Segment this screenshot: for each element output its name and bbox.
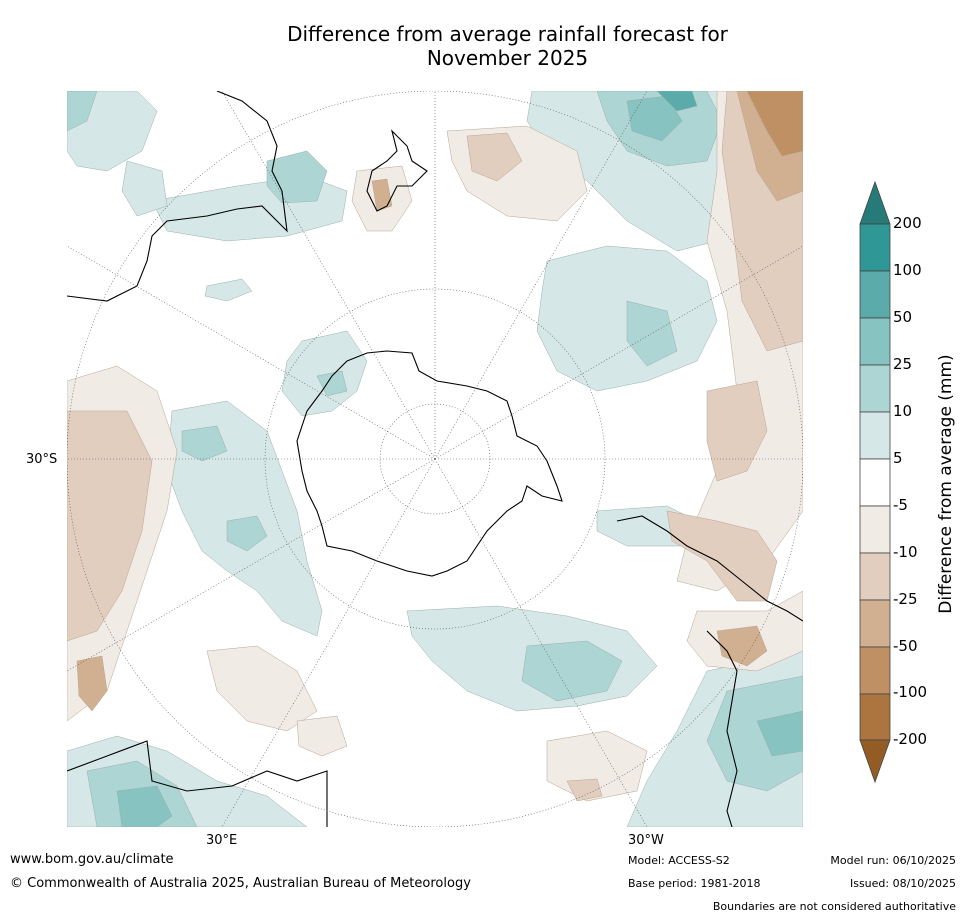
colorbar-band-m25-m50 <box>859 599 891 648</box>
colorbar-band-5-10 <box>859 411 891 460</box>
colorbar-band-100-200 <box>859 223 891 272</box>
colorbar-tick-label: 10 <box>893 402 913 420</box>
map-title-line2: November 2025 <box>426 46 589 70</box>
colorbar-band-m50-m100 <box>859 646 891 695</box>
colorbar-tick-label: 5 <box>893 449 903 467</box>
africa-coastline <box>67 740 328 827</box>
footer-copyright: © Commonwealth of Australia 2025, Austra… <box>10 876 471 891</box>
colorbar-top-arrow <box>859 180 891 225</box>
colorbar-band-m10-m25 <box>859 552 891 601</box>
colorbar-band-m5-m10 <box>859 505 891 554</box>
australia-coastline <box>67 91 288 302</box>
map-title-line1: Difference from average rainfall forecas… <box>287 22 728 46</box>
footer-url-link[interactable]: www.bom.gov.au/climate <box>10 852 174 867</box>
colorbar-band-m100-m200 <box>859 693 891 741</box>
footer-disclaimer: Boundaries are not considered authoritat… <box>712 900 956 913</box>
footer-model-run: Model run: 06/10/2025 <box>830 854 956 867</box>
antarctica-coastline <box>296 350 563 577</box>
colorbar <box>859 180 891 784</box>
south-america-coastline <box>616 515 803 622</box>
colorbar-band-neutral <box>859 458 891 507</box>
colorbar-tick-label: 200 <box>893 214 922 232</box>
colorbar-title: Difference from average (mm) <box>936 354 956 614</box>
colorbar-tick-label: -25 <box>893 590 918 608</box>
graticule <box>67 91 803 827</box>
footer-base-period: Base period: 1981-2018 <box>628 877 761 890</box>
footer-issued: Issued: 08/10/2025 <box>849 877 956 890</box>
new-zealand-coastline <box>366 129 428 212</box>
wet-anomaly-regions <box>67 91 803 827</box>
colorbar-band-25-50 <box>859 317 891 366</box>
colorbar-tick-label: -50 <box>893 637 918 655</box>
colorbar-bottom-arrow <box>859 739 891 784</box>
rainfall-anomaly-map <box>67 91 803 827</box>
colorbar-tick-label: -200 <box>893 730 928 748</box>
colorbar-tick-label: -10 <box>893 543 918 561</box>
dry-anomaly-regions <box>67 91 803 802</box>
colorbar-band-50-100 <box>859 270 891 319</box>
coastlines <box>67 91 803 827</box>
colorbar-tick-label: 100 <box>893 261 922 279</box>
colorbar-band-10-25 <box>859 364 891 413</box>
colorbar-tick-label: 25 <box>893 355 913 373</box>
colorbar-tick-label: -5 <box>893 496 908 514</box>
lon-30w-label: 30°W <box>628 833 664 848</box>
footer-model: Model: ACCESS-S2 <box>628 854 730 867</box>
colorbar-tick-label: -100 <box>893 683 928 701</box>
south-america-east-coastline <box>706 630 738 827</box>
colorbar-tick-label: 50 <box>893 308 913 326</box>
lon-30e-label: 30°E <box>206 833 238 848</box>
lat-30s-label: 30°S <box>26 452 58 467</box>
